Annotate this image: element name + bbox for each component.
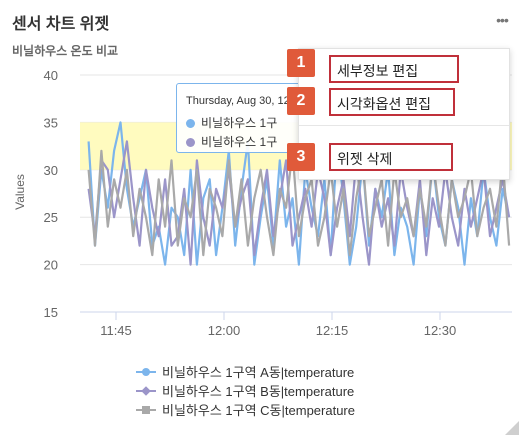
y-tick-label: 30 bbox=[44, 163, 58, 178]
menu-badge-3: 3 bbox=[287, 143, 315, 171]
x-tick-label: 12:00 bbox=[208, 323, 241, 338]
y-axis-label: Values bbox=[13, 174, 27, 210]
menu-item-edit-details[interactable]: 세부정보 편집 bbox=[329, 55, 459, 83]
legend-label: 비닐하우스 1구역 B동|temperature bbox=[162, 384, 355, 399]
menu-divider bbox=[299, 125, 509, 126]
menu-badge-1: 1 bbox=[287, 49, 315, 77]
legend-label: 비닐하우스 1구역 C동|temperature bbox=[162, 403, 355, 418]
y-tick-label: 25 bbox=[44, 210, 58, 225]
more-icon[interactable]: ••• bbox=[496, 12, 509, 28]
legend-item-a[interactable]: 비닐하우스 1구역 A동|temperature bbox=[136, 362, 355, 381]
chart-series bbox=[87, 121, 511, 266]
tooltip-date: Thursday, Aug 30, 12 bbox=[186, 95, 290, 107]
x-tick-label: 11:45 bbox=[100, 323, 132, 338]
x-tick-label: 12:30 bbox=[424, 323, 457, 338]
widget-title: 센서 차트 위젯 bbox=[12, 16, 110, 33]
series-line-2 bbox=[87, 149, 511, 257]
y-tick-label: 20 bbox=[44, 258, 58, 273]
resize-handle-icon[interactable] bbox=[505, 421, 519, 435]
legend-item-c[interactable]: 비닐하우스 1구역 C동|temperature bbox=[136, 400, 355, 419]
series-line-1 bbox=[87, 140, 511, 266]
x-tick-label: 12:15 bbox=[316, 323, 349, 338]
y-tick-label: 35 bbox=[44, 115, 58, 130]
legend-label: 비닐하우스 1구역 A동|temperature bbox=[162, 365, 355, 380]
y-tick-label: 15 bbox=[44, 305, 58, 320]
context-menu: 1 세부정보 편집 2 시각화옵션 편집 3 위젯 삭제 bbox=[287, 48, 510, 180]
legend-item-b[interactable]: 비닐하우스 1구역 B동|temperature bbox=[136, 381, 355, 400]
menu-badge-2: 2 bbox=[287, 87, 315, 115]
tooltip-row-b: 비닐하우스 1구 bbox=[186, 133, 277, 150]
legend-square-icon bbox=[136, 404, 156, 416]
widget-subtitle: 비닐하우스 온도 비교 bbox=[12, 44, 119, 58]
chart-legend: 비닐하우스 1구역 A동|temperature 비닐하우스 1구역 B동|te… bbox=[136, 362, 355, 419]
chart-axes: 15 20 25 30 35 40 11:45 12:00 12:15 12:30 bbox=[44, 68, 512, 338]
y-tick-label: 40 bbox=[44, 68, 58, 83]
menu-item-edit-visual-options[interactable]: 시각화옵션 편집 bbox=[329, 88, 455, 116]
legend-circle-icon bbox=[136, 366, 156, 378]
legend-diamond-icon bbox=[136, 385, 156, 397]
menu-item-delete-widget[interactable]: 위젯 삭제 bbox=[329, 143, 453, 171]
tooltip-row-a: 비닐하우스 1구 bbox=[186, 114, 277, 131]
